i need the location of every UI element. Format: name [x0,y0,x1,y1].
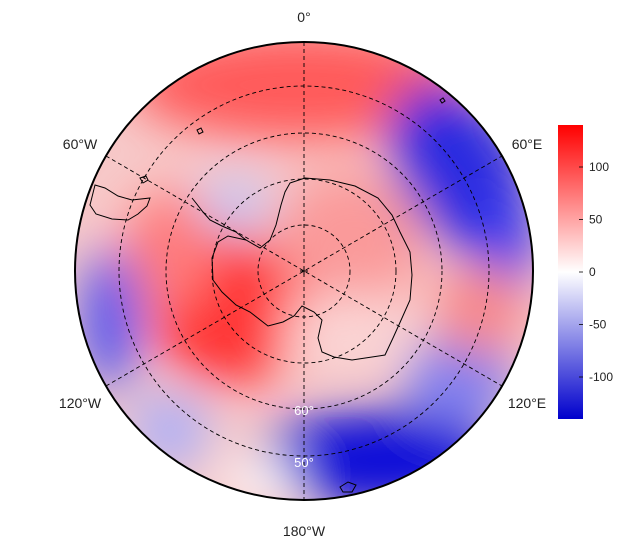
lon-label-120w: 120°W [59,395,102,411]
colorbar-tick-label: 100 [589,160,609,174]
lat-circle-70 [211,178,397,364]
lat-label-60: 60° [294,403,314,418]
map-boundary [74,41,534,501]
colorbar-ticks: 100 50 0 -50 -100 [579,160,613,384]
lon-label-60e: 60°E [512,136,543,152]
pole-marker [300,267,308,275]
meridian-60-240 [105,155,503,387]
lat-label-50: 50° [294,455,314,470]
colorbar-tick-label: -50 [589,318,607,332]
coastline [89,97,446,493]
colorbar-tick-label: -100 [589,370,613,384]
colorbar: 100 50 0 -50 -100 [558,125,613,419]
island-bottom [339,481,357,493]
lon-label-120e: 120°E [508,395,546,411]
colorbar-gradient [558,125,583,419]
island-top [196,127,204,135]
lon-label-180w: 180°W [283,523,326,539]
anomaly-field [75,42,533,500]
antarctica-outline [211,177,413,361]
island-left [139,175,149,184]
graticule [105,42,503,500]
colorbar-tick-label: 0 [589,265,596,279]
lat-circle-60 [165,132,443,410]
south-america-tip [89,184,151,221]
meridian-120-300 [105,155,503,387]
antarctic-peninsula [191,197,247,241]
lon-label-60w: 60°W [63,136,98,152]
island-right [439,97,446,104]
lon-label-0: 0° [297,9,310,25]
colorbar-tick-label: 50 [589,213,603,227]
